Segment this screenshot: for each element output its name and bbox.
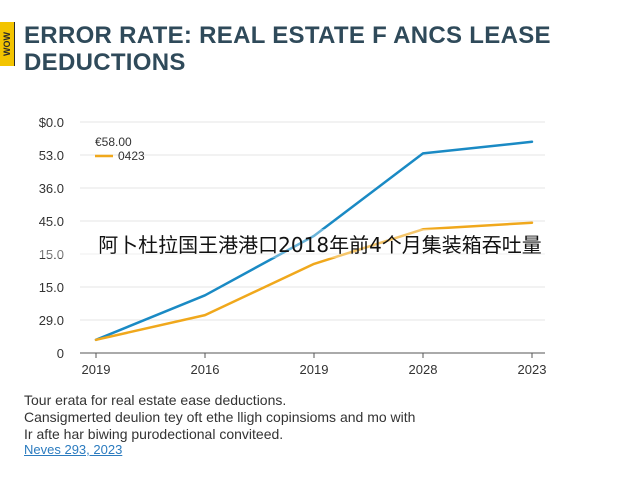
- x-tick-label: 2016: [191, 362, 220, 377]
- series-line-orange: [94, 221, 534, 342]
- y-tick-label: 15.0: [39, 247, 64, 262]
- legend-label: 0423: [118, 149, 145, 163]
- y-tick-label: 45.0: [39, 214, 64, 229]
- caption-line: Tour erata for real estate ease deductio…: [24, 392, 287, 408]
- y-tick-label: 29.0: [39, 313, 64, 328]
- y-tick-label: 15.0: [39, 280, 64, 295]
- y-tick-label: $0.0: [39, 115, 64, 130]
- chart-title: ERROR RATE: REAL ESTATE F ANCS LEASE DED…: [24, 22, 551, 76]
- caption-line: Cansigmerted deulion tey oft ethe lligh …: [24, 409, 416, 425]
- caption-line: Ir afte har biwing purodectional convite…: [24, 426, 284, 442]
- x-tick-label: 2028: [409, 362, 438, 377]
- caption: Tour erata for real estate ease deductio…: [24, 392, 624, 443]
- source-link[interactable]: Neves 293, 2023: [24, 442, 123, 457]
- series-line-blue: [94, 140, 534, 342]
- logo: WOW: [0, 22, 15, 66]
- y-tick-label: 36.0: [39, 181, 64, 196]
- y-tick-label: 0: [57, 346, 64, 361]
- x-tick-label: 2019: [300, 362, 329, 377]
- legend-label: €58.00: [95, 135, 132, 149]
- x-tick-label: 2019: [82, 362, 111, 377]
- overlay-text: 阿卜杜拉国王港港口2018年前4个月集装箱吞吐量: [0, 229, 640, 258]
- x-tick-label: 2023: [518, 362, 547, 377]
- y-tick-label: 53.0: [39, 148, 64, 163]
